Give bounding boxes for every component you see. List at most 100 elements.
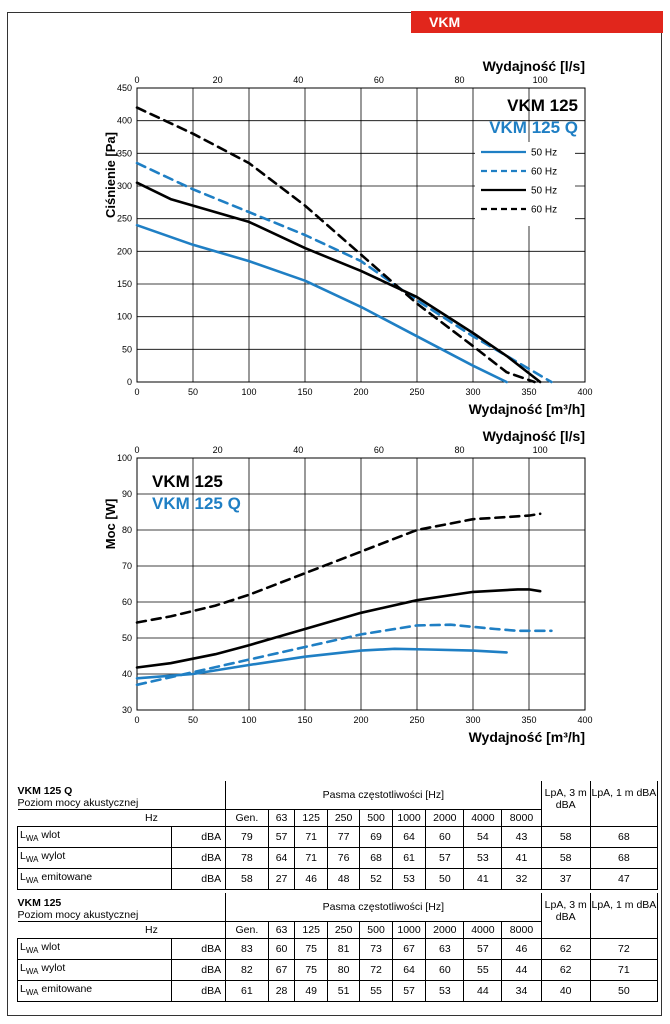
series-line xyxy=(135,623,553,687)
band-value: 51 xyxy=(326,980,361,1003)
table-title: VKM 125 Q xyxy=(17,785,73,797)
category-tag: VKM xyxy=(411,11,663,33)
band-value: 60 xyxy=(425,959,465,982)
series-line xyxy=(135,512,542,624)
y-tick-label: 70 xyxy=(122,561,132,571)
lpa-1m-value: 68 xyxy=(589,847,659,870)
band-value: 46 xyxy=(501,937,542,961)
row-label-text: wlot xyxy=(38,941,61,953)
band-value: 46 xyxy=(294,868,328,891)
lpa-3m-value: 40 xyxy=(540,980,591,1003)
x2-tick-label: 20 xyxy=(213,75,223,85)
x2-tick-label: 20 xyxy=(213,445,223,455)
row-label: LWA wylot xyxy=(16,847,173,870)
chart-title-vkm125q: VKM 125 Q xyxy=(152,494,241,513)
band-value: 63 xyxy=(425,937,465,961)
x-tick-label: 100 xyxy=(241,387,256,397)
x-tick-label: 350 xyxy=(521,715,536,725)
row-label: LWA emitowane xyxy=(16,980,173,1003)
x2-tick-label: 100 xyxy=(533,445,548,455)
y-axis-label: Moc [W] xyxy=(103,499,118,550)
band-value: 52 xyxy=(359,868,393,891)
series-line xyxy=(135,223,508,384)
x-tick-label: 400 xyxy=(577,387,592,397)
chart-title-vkm125q: VKM 125 Q xyxy=(489,118,578,137)
lpa-1m-value: 72 xyxy=(589,937,659,961)
lpa-3m-value: 37 xyxy=(540,868,591,891)
x-tick-label: 400 xyxy=(577,715,592,725)
band-value: 41 xyxy=(501,847,542,870)
table-title-cell: VKM 125 Poziom mocy akustycznej xyxy=(17,893,226,922)
band-value: 83 xyxy=(225,937,269,961)
legend-label: 50 Hz xyxy=(531,186,557,197)
x-tick-label: 300 xyxy=(465,387,480,397)
band-value: 53 xyxy=(391,868,427,891)
plot-border xyxy=(136,87,586,383)
lpa-1m-value: 68 xyxy=(589,825,659,849)
table-row: LWA wylot dBA 82 67 75 80 72 64 60 55 44 62 71 xyxy=(16,959,659,982)
band-column-header: 125 xyxy=(294,921,328,939)
series-line xyxy=(135,588,542,669)
band-value: 80 xyxy=(326,959,361,982)
lpa-1m-value: 71 xyxy=(589,959,659,982)
bands-header: Pasma częstotliwości [Hz] xyxy=(225,893,542,922)
series-line xyxy=(135,647,508,680)
y-tick-label: 60 xyxy=(122,597,132,607)
y-axis-label: Ciśnienie [Pa] xyxy=(103,132,118,218)
x-tick-label: 150 xyxy=(297,387,312,397)
band-value: 71 xyxy=(294,847,328,870)
band-value: 49 xyxy=(294,980,328,1003)
band-value: 43 xyxy=(501,825,542,849)
band-value: 64 xyxy=(391,959,427,982)
row-unit: dBA xyxy=(171,825,227,849)
x-axis-label: Wydajność [m³/h] xyxy=(469,401,585,417)
band-column-header: 250 xyxy=(326,921,361,939)
row-unit: dBA xyxy=(171,847,227,870)
band-value: 57 xyxy=(463,937,503,961)
plot-border xyxy=(136,457,586,711)
table-row: LWA wlot dBA 79 57 71 77 69 64 60 54 43 58 68 xyxy=(16,825,659,849)
lpa-3m-value: 58 xyxy=(540,847,591,870)
band-value: 55 xyxy=(359,980,393,1003)
band-value: 77 xyxy=(326,825,361,849)
x-axis-label: Wydajność [m³/h] xyxy=(469,729,585,745)
y-tick-label: 300 xyxy=(117,181,132,191)
y-tick-label: 100 xyxy=(117,312,132,322)
row-unit: dBA xyxy=(171,937,227,961)
band-column-header: 1000 xyxy=(391,921,427,939)
band-column-header: 63 xyxy=(267,921,296,939)
band-value: 72 xyxy=(359,959,393,982)
band-value: 67 xyxy=(267,959,296,982)
table-title-cell: VKM 125 Q Poziom mocy akustycznej xyxy=(17,781,226,810)
lpa-1m-value: 50 xyxy=(589,980,659,1003)
x-tick-label: 250 xyxy=(409,715,424,725)
x2-axis-label: Wydajność [l/s] xyxy=(483,428,585,444)
x-tick-label: 50 xyxy=(188,715,198,725)
band-value: 75 xyxy=(294,959,328,982)
band-value: 61 xyxy=(225,980,269,1003)
band-value: 57 xyxy=(425,847,465,870)
bands-header: Pasma częstotliwości [Hz] xyxy=(225,781,542,810)
x2-tick-label: 40 xyxy=(293,75,303,85)
row-label-text: wlot xyxy=(38,829,61,841)
pressure-chart: 0 50 100 150 200 250 300 350 4000501001502002503… xyxy=(103,58,593,417)
band-value: 68 xyxy=(359,847,393,870)
lpa-3m-value: 62 xyxy=(540,937,591,961)
y-tick-label: 250 xyxy=(117,214,132,224)
band-value: 75 xyxy=(294,937,328,961)
y-tick-label: 150 xyxy=(117,279,132,289)
band-value: 27 xyxy=(267,868,296,891)
band-column-header: 1000 xyxy=(391,809,427,827)
x-tick-label: 0 xyxy=(134,715,139,725)
band-value: 57 xyxy=(391,980,427,1003)
band-value: 53 xyxy=(463,847,503,870)
y-tick-label: 30 xyxy=(122,705,132,715)
band-value: 34 xyxy=(501,980,542,1003)
band-value: 53 xyxy=(425,980,465,1003)
lpa-3m-value: 62 xyxy=(540,959,591,982)
table-title: VKM 125 xyxy=(17,897,62,909)
band-value: 64 xyxy=(391,825,427,849)
x-tick-label: 200 xyxy=(353,387,368,397)
lpa-1m-value: 47 xyxy=(589,868,659,891)
x2-tick-label: 0 xyxy=(134,75,139,85)
